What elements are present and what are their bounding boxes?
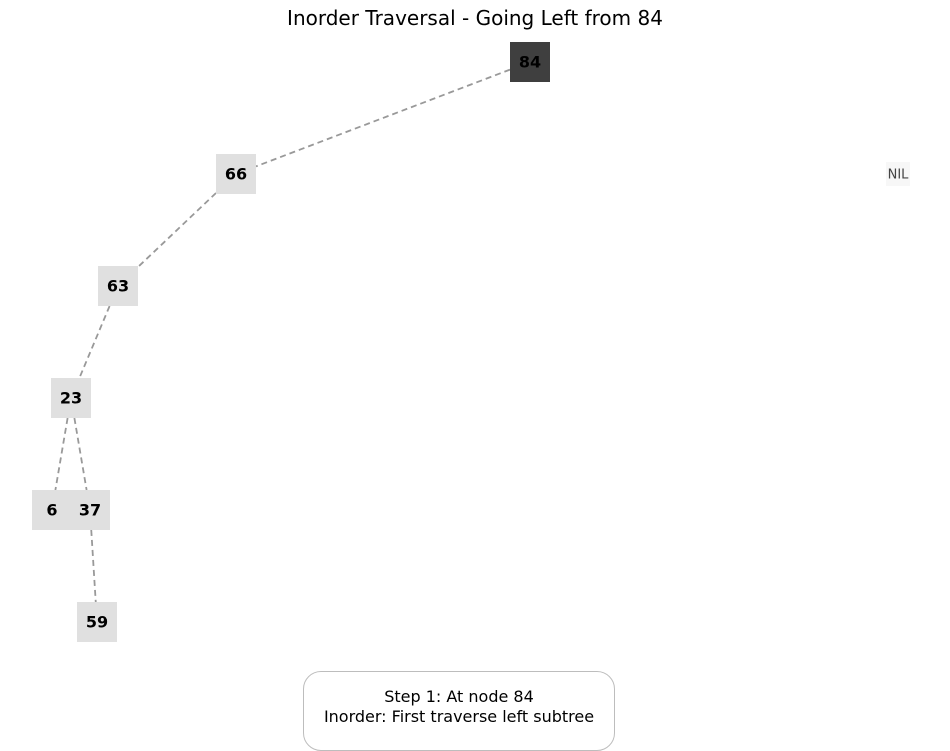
node-box [77, 602, 117, 642]
edge-n23-n6 [54, 417, 69, 491]
node-label: 84 [519, 53, 541, 72]
tree-nodes: 84 66 63 23 6 37 59 NIL [32, 42, 910, 642]
step-description: Step 1: At node 84 [384, 687, 534, 706]
tree-node-63: 63 [98, 266, 138, 306]
edge-n84-n66 [255, 68, 511, 168]
tree-node-37: 37 [70, 490, 110, 530]
tree-node-84: 84 [510, 42, 550, 82]
node-box [886, 162, 910, 186]
node-box [51, 378, 91, 418]
tree-node-23: 23 [51, 378, 91, 418]
node-box [216, 154, 256, 194]
node-label: 37 [79, 501, 101, 520]
node-label: 6 [46, 501, 57, 520]
tree-node-66: 66 [216, 154, 256, 194]
node-box [510, 42, 550, 82]
node-label: 23 [60, 389, 82, 408]
node-label: 63 [107, 277, 129, 296]
node-label: 59 [86, 613, 108, 632]
tree-edges [54, 68, 511, 603]
diagram-title: Inorder Traversal - Going Left from 84 [287, 6, 663, 30]
edge-n66-n63 [137, 192, 217, 268]
node-box [98, 266, 138, 306]
edge-n37-n59 [90, 529, 97, 603]
node-box [70, 490, 110, 530]
edge-n23-n37 [73, 417, 88, 491]
tree-node-59: 59 [77, 602, 117, 642]
nil-marker: NIL [886, 162, 910, 186]
tree-node-6: 6 [32, 490, 72, 530]
edge-n63-n23 [78, 305, 111, 379]
node-box [32, 490, 72, 530]
node-label: NIL [888, 168, 910, 183]
node-label: 66 [225, 165, 247, 184]
step-explanation: Inorder: First traverse left subtree [323, 707, 595, 726]
step-info-box: Step 1: At node 84 Inorder: First traver… [303, 671, 615, 751]
